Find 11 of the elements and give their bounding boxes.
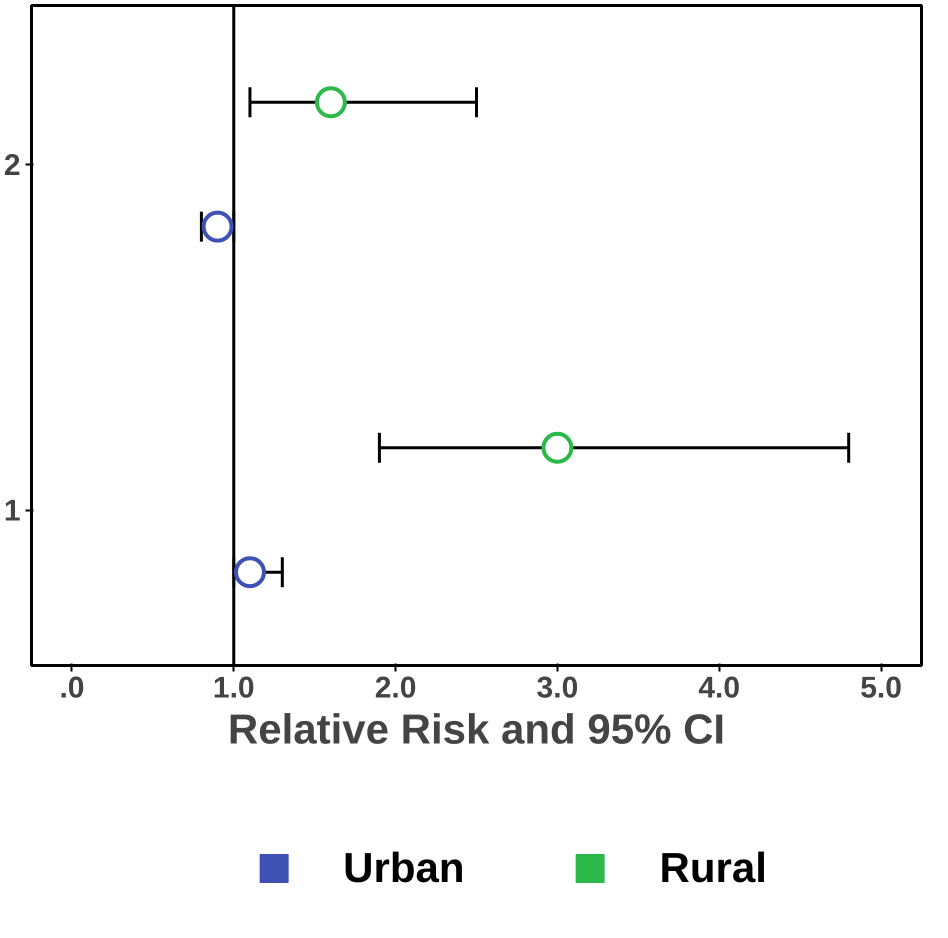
x-tick-label: 2.0 [374,672,416,704]
y-tick-label: 2 [4,148,21,182]
x-tick-label: 3.0 [536,672,578,704]
x-tick-label: 5.0 [860,672,902,704]
legend-label: Rural [660,844,767,892]
x-axis-title: Relative Risk and 95% CI [228,706,726,752]
legend-label: Urban [343,844,464,892]
x-tick-label: 1.0 [212,672,255,704]
x-tick-label: .0 [59,672,84,704]
x-tick-label: 4.0 [698,672,740,704]
y-tick-label: 1 [4,494,21,528]
